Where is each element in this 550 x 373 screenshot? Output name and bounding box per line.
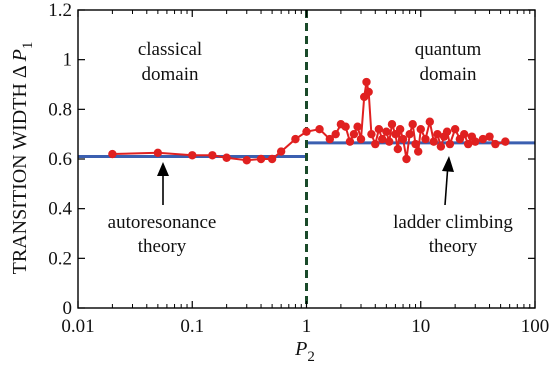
data-point <box>414 147 423 156</box>
data-point <box>325 134 335 144</box>
autoresonance-label-line1: autoresonance <box>108 212 217 233</box>
y-axis-label-sub: 1 <box>20 42 36 50</box>
data-point <box>341 122 350 131</box>
data-point <box>208 151 217 160</box>
data-point <box>188 151 197 160</box>
data-point <box>463 139 473 149</box>
y-axis-label-base: P <box>9 49 31 62</box>
quantum-label-line1: quantum <box>415 39 482 60</box>
data-point <box>256 154 266 164</box>
data-point <box>382 127 391 136</box>
data-point <box>433 129 442 139</box>
data-point <box>436 142 446 151</box>
data-point <box>353 122 362 131</box>
data-point <box>416 125 425 134</box>
y-axis-label-text: TRANSITION WIDTH Δ <box>9 61 31 274</box>
ladder-label-line1: ladder climbing <box>393 212 513 233</box>
y-tick-label: 0.6 <box>48 149 72 170</box>
data-point <box>471 137 480 146</box>
data-point <box>478 134 488 144</box>
data-point <box>364 87 373 97</box>
y-tick-label: 1.2 <box>48 0 72 21</box>
data-point <box>302 127 311 136</box>
data-point <box>242 156 251 165</box>
autoresonance-label-line2: theory <box>138 236 187 257</box>
data-point <box>408 120 417 129</box>
data-point <box>387 120 397 129</box>
data-point <box>450 125 460 134</box>
data-point <box>485 132 494 141</box>
data-point <box>267 154 277 164</box>
data-point <box>395 125 405 134</box>
y-axis-label: TRANSITION WIDTH Δ P1 <box>9 42 36 275</box>
data-point <box>398 134 408 144</box>
y-tick-label: 0.2 <box>48 248 72 269</box>
data-point <box>378 134 387 144</box>
x-tick-label: 10 <box>411 316 430 337</box>
x-axis-label-sub: 2 <box>307 349 315 365</box>
data-point <box>153 148 163 157</box>
data-point <box>356 134 366 144</box>
data-point <box>445 139 455 149</box>
classical-label-line2: domain <box>142 64 199 85</box>
x-axis-ticks: 0.01 0.1 1 10 100 <box>61 10 549 337</box>
data-point <box>108 149 117 159</box>
data-point <box>291 134 300 144</box>
ladder-label-line2: theory <box>429 236 478 257</box>
y-tick-label: 0 <box>63 298 73 319</box>
autoresonance-arrow <box>157 162 169 205</box>
x-tick-label: 1 <box>302 316 312 337</box>
data-point <box>349 129 359 139</box>
data-point <box>459 129 469 139</box>
data-series <box>108 77 510 165</box>
data-point <box>331 129 340 139</box>
data-point <box>371 139 380 149</box>
x-axis-label: P2 <box>294 338 315 365</box>
series-line-1 <box>112 81 506 162</box>
y-axis-ticks: 0 0.2 0.4 0.6 0.8 1 1.2 <box>48 0 535 319</box>
data-point <box>276 147 286 156</box>
data-point <box>421 134 430 144</box>
x-axis-label-base: P <box>294 338 307 360</box>
y-tick-label: 1 <box>63 50 73 71</box>
x-tick-label: 100 <box>521 316 550 337</box>
data-point <box>402 154 411 164</box>
x-tick-label: 0.01 <box>61 316 94 337</box>
data-point <box>374 125 384 134</box>
classical-label-line1: classical <box>138 39 202 60</box>
data-point <box>362 77 371 87</box>
data-point <box>491 139 500 149</box>
data-point <box>222 153 231 162</box>
data-point <box>393 144 403 154</box>
data-point <box>425 117 434 126</box>
y-tick-label: 0.8 <box>48 99 72 120</box>
x-tick-label: 0.1 <box>180 316 204 337</box>
ladder-arrow <box>442 156 454 206</box>
y-tick-label: 0.4 <box>48 199 72 220</box>
data-point <box>429 137 438 146</box>
data-point <box>385 137 394 146</box>
data-point <box>405 129 414 139</box>
data-point <box>345 137 355 146</box>
data-point <box>411 139 420 149</box>
data-point <box>367 129 376 139</box>
data-point <box>315 125 324 134</box>
data-point <box>442 127 452 136</box>
quantum-label-line2: domain <box>420 64 477 85</box>
data-point <box>501 137 510 146</box>
